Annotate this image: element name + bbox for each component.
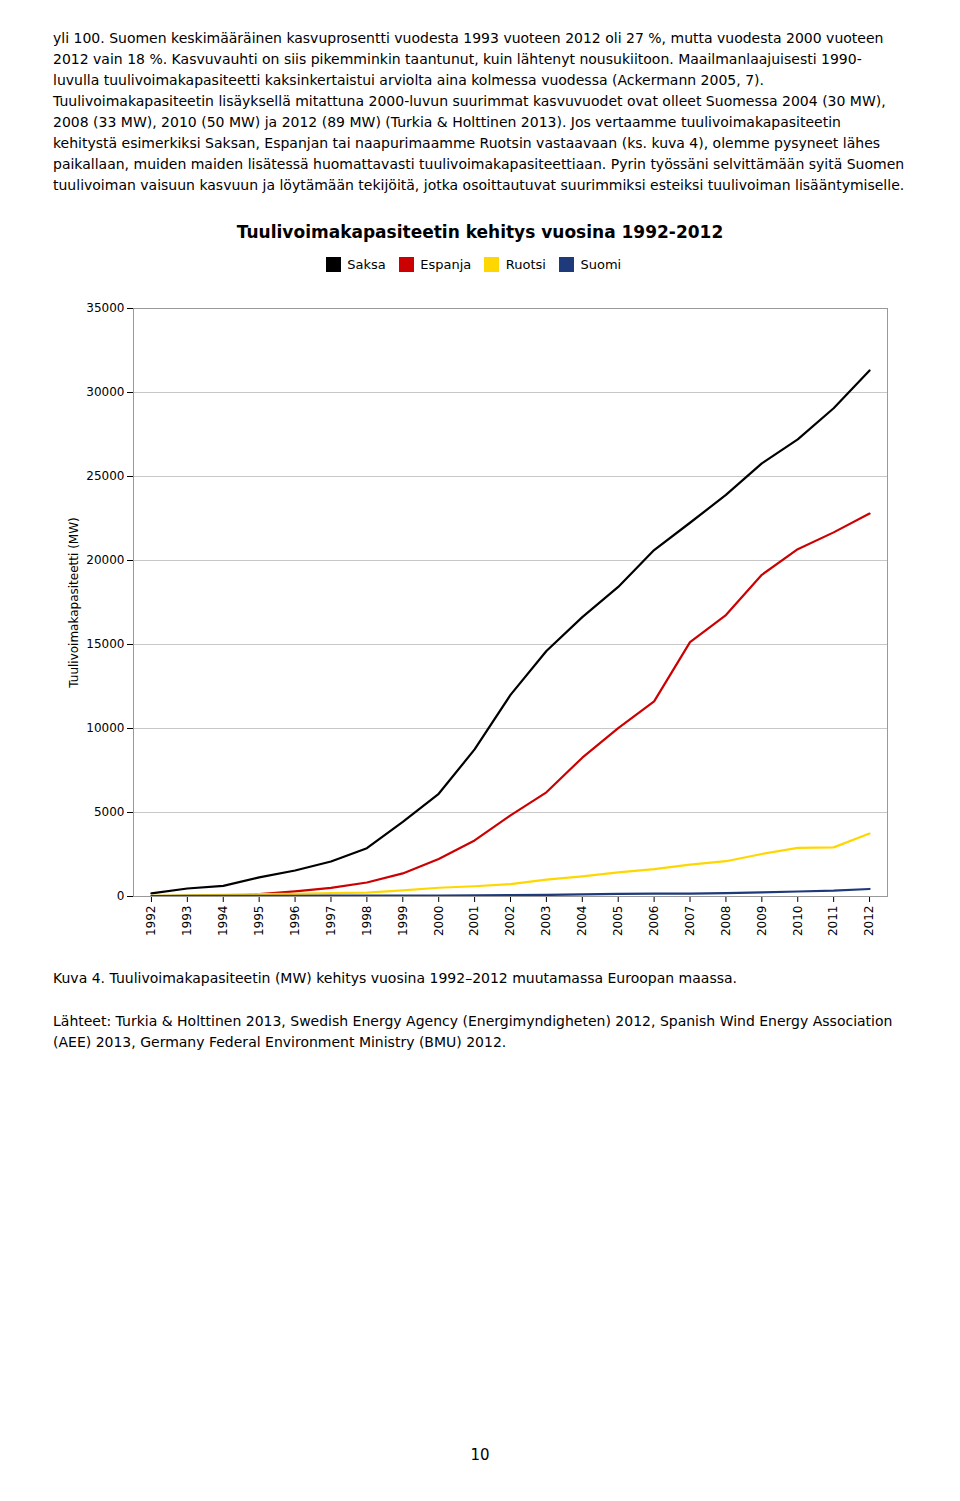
- svg-text:2006: 2006: [647, 905, 661, 936]
- svg-text:2002: 2002: [503, 905, 517, 936]
- svg-text:Tuulivoimakapasiteetti (MW): Tuulivoimakapasiteetti (MW): [67, 517, 81, 688]
- svg-text:2012: 2012: [862, 905, 876, 936]
- svg-text:2005: 2005: [611, 905, 625, 936]
- svg-text:1992: 1992: [144, 905, 158, 936]
- svg-text:1995: 1995: [252, 905, 266, 936]
- svg-text:2010: 2010: [791, 905, 805, 936]
- svg-text:35000: 35000: [86, 301, 124, 315]
- svg-text:2008: 2008: [719, 905, 733, 936]
- svg-text:1994: 1994: [216, 905, 230, 936]
- html-text:Kuva 4. Tuulivoimakapasiteetin: Kuva 4. Tuulivoimakapasiteetin (MW) kehi…: [53, 969, 737, 986]
- html-text:Lähteet: Turkia & Holttinen 20: Lähteet: Turkia & Holttinen 2013, Swedis…: [53, 1012, 893, 1050]
- svg-text:20000: 20000: [86, 553, 124, 567]
- svg-text:10000: 10000: [86, 721, 124, 735]
- html-text:yli 100. Suomen keskimääräinen: yli 100. Suomen keskimääräinen kasvupros…: [53, 30, 905, 193]
- svg-text:30000: 30000: [86, 385, 124, 399]
- html-text:Tuulivoimakapasiteetin kehitys: Tuulivoimakapasiteetin kehitys vuosina 1…: [236, 222, 724, 242]
- html-text:Espanja: Espanja: [420, 257, 472, 272]
- svg-text:2001: 2001: [467, 905, 481, 936]
- svg-text:2007: 2007: [683, 905, 697, 936]
- svg-text:1998: 1998: [360, 905, 374, 936]
- svg-text:2011: 2011: [826, 905, 840, 936]
- svg-text:2004: 2004: [575, 905, 589, 936]
- html-text:10: 10: [470, 1446, 490, 1464]
- svg-text:2003: 2003: [539, 905, 553, 936]
- svg-text:5000: 5000: [94, 805, 125, 819]
- svg-text:25000: 25000: [86, 469, 124, 483]
- svg-text:1999: 1999: [396, 905, 410, 936]
- svg-text:15000: 15000: [86, 637, 124, 651]
- svg-text:1993: 1993: [180, 905, 194, 936]
- svg-text:1997: 1997: [324, 905, 338, 936]
- svg-text:0: 0: [117, 889, 125, 903]
- html-text:Suomi: Suomi: [580, 257, 622, 272]
- svg-text:2009: 2009: [755, 905, 769, 936]
- svg-text:1996: 1996: [288, 905, 302, 936]
- html-text:Ruotsi: Ruotsi: [505, 257, 546, 272]
- svg-text:2000: 2000: [432, 905, 446, 936]
- html-text:Saksa: Saksa: [347, 257, 386, 272]
